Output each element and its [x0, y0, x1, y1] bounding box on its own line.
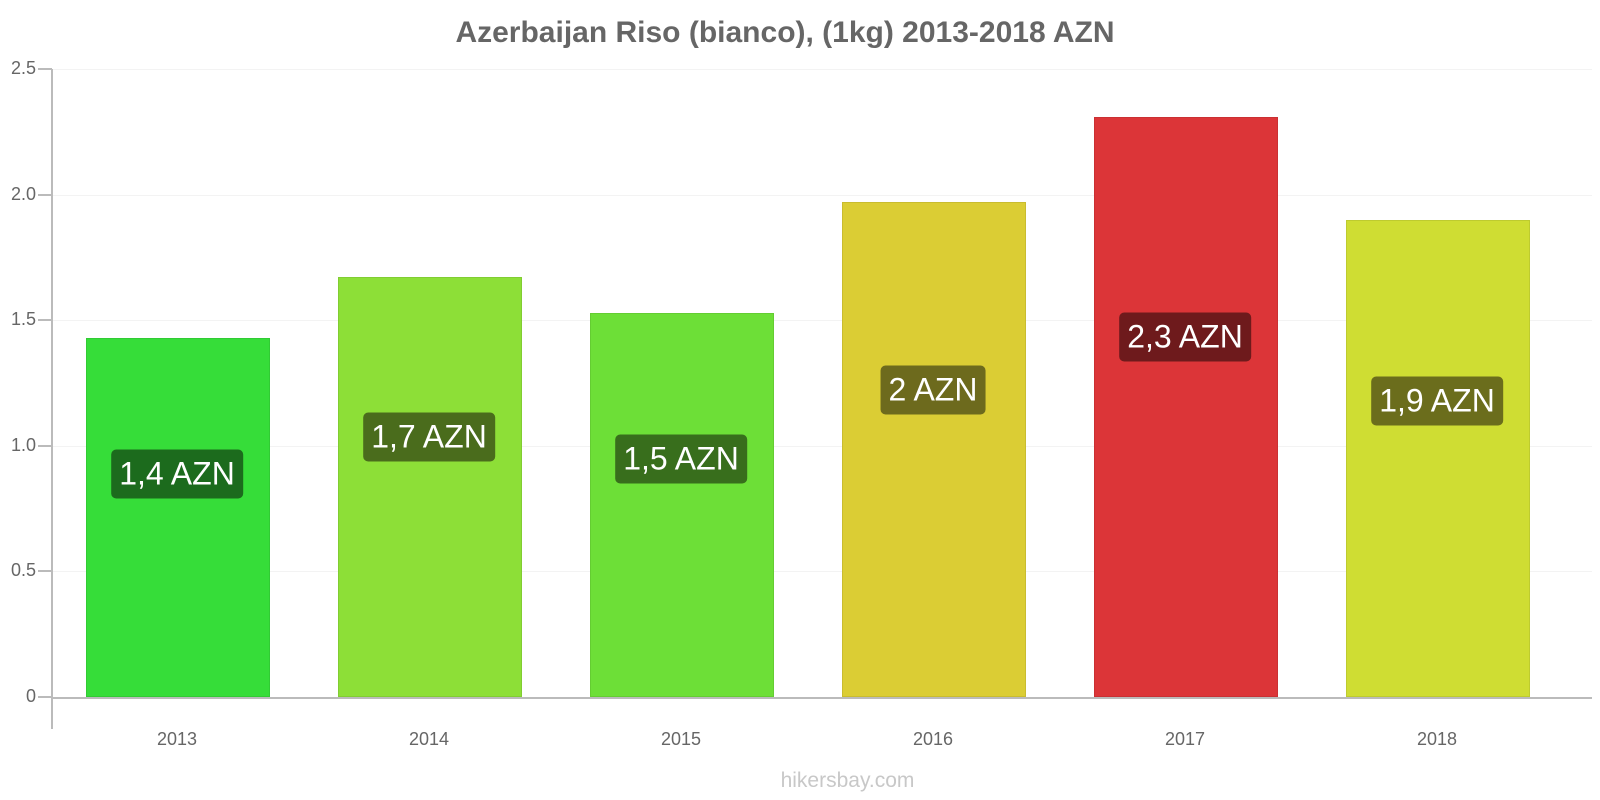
- y-tick-mark: [38, 570, 52, 573]
- bar-2015[interactable]: [590, 312, 774, 697]
- y-tick-label: 1.5: [10, 309, 36, 330]
- x-axis-line: [51, 697, 1592, 699]
- x-tick-label: 2016: [912, 729, 954, 749]
- bar-2018[interactable]: [1346, 219, 1530, 697]
- bar-2013[interactable]: [86, 337, 270, 697]
- y-tick-label: 0.5: [10, 560, 36, 581]
- y-tick-label: 0: [25, 686, 36, 706]
- data-label-2014: 1,7 AZN: [363, 412, 495, 462]
- x-tick-label: 2015: [660, 729, 702, 749]
- chart-title: Azerbaijan Riso (bianco), (1kg) 2013-201…: [455, 16, 1115, 49]
- y-axis-line: [51, 69, 53, 729]
- data-label-2013: 1,4 AZN: [111, 449, 243, 499]
- y-tick-mark: [38, 68, 52, 70]
- gridline: [52, 571, 1592, 573]
- y-tick-label: 1.0: [10, 434, 36, 455]
- gridline: [52, 69, 1592, 70]
- data-label-2017: 2,3 AZN: [1119, 312, 1251, 362]
- y-tick-mark: [38, 696, 52, 698]
- bar-2016[interactable]: [842, 202, 1026, 697]
- data-label-2018: 1,9 AZN: [1371, 376, 1503, 426]
- y-tick-mark: [38, 319, 52, 322]
- y-tick-label: 2.5: [10, 58, 36, 78]
- gridline: [52, 320, 1592, 322]
- x-tick-label: 2014: [408, 729, 450, 749]
- gridline: [52, 445, 1592, 447]
- x-tick-label: 2017: [1164, 729, 1206, 749]
- y-tick-mark: [38, 193, 52, 196]
- bar-2014[interactable]: [338, 277, 522, 697]
- watermark: hikersbay.com: [780, 769, 915, 792]
- data-label-2015: 1,5 AZN: [615, 434, 747, 484]
- gridline: [52, 194, 1592, 196]
- x-tick-label: 2013: [156, 729, 198, 749]
- bar-2017[interactable]: [1094, 116, 1278, 697]
- y-tick-mark: [38, 444, 52, 447]
- data-label-2016: 2 AZN: [880, 365, 986, 415]
- x-tick-label: 2018: [1416, 729, 1458, 749]
- y-tick-label: 2.0: [10, 183, 36, 204]
